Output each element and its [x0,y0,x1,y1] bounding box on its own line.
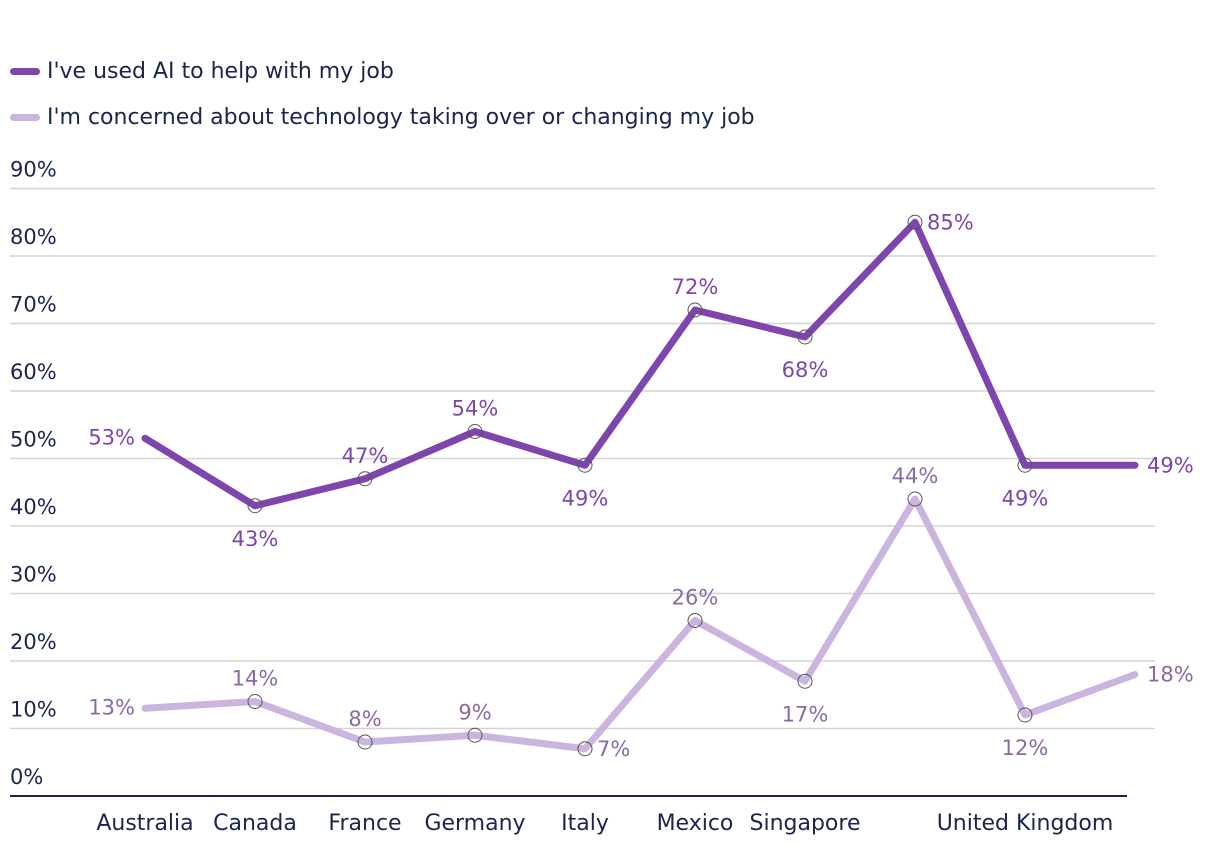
data-point-marker [687,302,703,318]
data-label: 26% [672,586,719,610]
y-tick-label: 80% [10,225,57,249]
data-label: 47% [342,444,389,468]
legend: I've used AI to help with my job I'm con… [10,48,755,140]
data-label: 54% [452,397,499,421]
series-line [141,218,1139,510]
data-point-marker [247,498,263,514]
y-tick-label: 60% [10,360,57,384]
x-tick-label: Germany [424,811,525,836]
x-tick-label: Italy [561,811,609,836]
data-point-marker [907,491,923,507]
data-label: 7% [597,737,630,761]
data-point-marker [1017,457,1033,473]
data-point-marker [357,471,373,487]
data-label: 44% [892,464,939,488]
data-label: 85% [927,210,974,234]
y-tick-label: 70% [10,293,57,317]
y-tick-label: 20% [10,630,57,654]
y-tick-label: 40% [10,495,57,519]
data-point-marker [247,694,263,709]
data-point-marker [577,741,593,757]
y-tick-label: 10% [10,698,57,722]
data-label: 49% [1147,453,1194,477]
y-tick-label: 30% [10,563,57,587]
data-label: 53% [88,425,135,449]
data-label: 13% [88,695,135,719]
data-label: 14% [232,667,279,691]
x-tick-label: Canada [213,811,297,836]
legend-item-used-ai: I've used AI to help with my job [10,48,755,94]
x-tick-label: Mexico [657,811,734,836]
legend-label-concerned: I'm concerned about technology taking ov… [47,104,755,130]
data-point-marker [577,457,593,473]
series-line [141,495,1139,753]
y-tick-label: 90% [10,158,57,182]
x-tick-label: Singapore [750,811,861,836]
data-point-marker [797,673,813,689]
legend-swatch-used-ai [10,67,40,75]
data-label: 43% [232,527,279,551]
legend-label-used-ai: I've used AI to help with my job [47,58,394,84]
data-label: 49% [1002,486,1049,510]
legend-item-concerned: I'm concerned about technology taking ov… [10,94,755,140]
data-point-marker [357,734,373,750]
data-point-marker [797,329,813,345]
data-label: 18% [1147,663,1194,687]
data-point-marker [907,214,923,230]
data-point-marker [467,727,483,743]
data-label: 8% [348,707,381,731]
data-point-marker [687,613,703,628]
data-point-marker [467,424,483,439]
data-label: 12% [1002,736,1049,760]
x-tick-label: Australia [96,811,193,836]
y-tick-label: 0% [10,765,43,789]
x-tick-label: United Kingdom [937,811,1114,836]
x-tick-label: France [328,811,401,836]
data-point-marker [1017,707,1033,723]
data-label: 68% [782,358,829,382]
data-label: 9% [458,700,491,724]
data-label: 49% [562,486,609,510]
data-label: 17% [782,702,829,726]
legend-swatch-concerned [10,113,40,121]
data-label: 72% [672,275,719,299]
y-tick-label: 50% [10,428,57,452]
